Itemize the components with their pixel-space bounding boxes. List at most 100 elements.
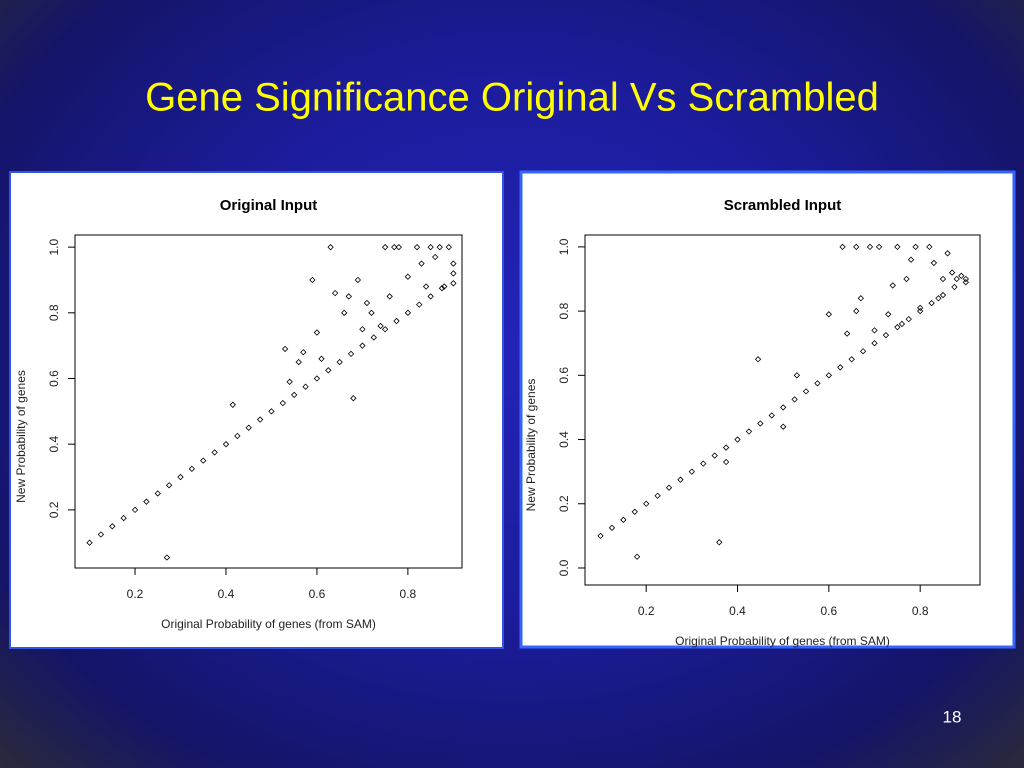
data-point bbox=[882, 332, 890, 339]
data-point bbox=[633, 553, 641, 560]
data-point bbox=[188, 465, 196, 472]
plot-frame bbox=[584, 234, 981, 586]
data-point bbox=[359, 342, 366, 349]
chart-title: Scrambled Input bbox=[724, 197, 842, 214]
data-point bbox=[391, 243, 398, 251]
x-tick-label: 0.2 bbox=[127, 587, 144, 601]
data-point bbox=[386, 293, 393, 300]
data-point bbox=[953, 275, 960, 283]
data-point bbox=[677, 476, 684, 483]
chart-panel bbox=[9, 171, 504, 649]
data-point bbox=[404, 273, 412, 280]
data-point bbox=[757, 420, 764, 427]
x-tick-label: 0.8 bbox=[912, 604, 929, 618]
data-point bbox=[948, 269, 956, 276]
data-point bbox=[222, 441, 230, 448]
data-point bbox=[325, 367, 332, 374]
data-point bbox=[302, 383, 309, 390]
data-point bbox=[853, 243, 860, 251]
data-point bbox=[866, 243, 874, 251]
data-point bbox=[825, 311, 833, 318]
data-point bbox=[345, 293, 352, 300]
data-point bbox=[814, 380, 821, 387]
plot-frame bbox=[74, 234, 463, 569]
data-point bbox=[768, 412, 775, 419]
x-tick-label: 0.4 bbox=[218, 587, 235, 601]
data-point bbox=[363, 299, 371, 307]
data-point bbox=[245, 424, 252, 431]
data-point bbox=[200, 457, 207, 464]
data-point bbox=[885, 311, 892, 318]
data-point bbox=[791, 396, 798, 403]
data-point bbox=[608, 524, 616, 532]
data-point bbox=[268, 408, 275, 415]
data-point bbox=[654, 492, 661, 499]
data-point bbox=[418, 260, 425, 267]
data-point bbox=[857, 295, 864, 302]
data-point bbox=[962, 279, 970, 286]
data-point bbox=[295, 358, 302, 366]
data-point bbox=[837, 364, 844, 371]
data-point bbox=[165, 482, 173, 489]
y-tick-label: 1.0 bbox=[47, 238, 61, 255]
data-point bbox=[917, 304, 924, 312]
y-tick-label: 1.0 bbox=[557, 238, 571, 255]
data-point bbox=[903, 275, 910, 283]
data-point bbox=[917, 307, 924, 315]
x-axis-label: Original Probability of genes (from SAM) bbox=[675, 634, 890, 648]
data-point bbox=[875, 243, 883, 251]
y-tick-label: 0.6 bbox=[47, 370, 61, 387]
data-point bbox=[871, 327, 878, 334]
data-point bbox=[935, 295, 942, 302]
data-point bbox=[381, 243, 389, 251]
data-point bbox=[120, 514, 127, 522]
data-point bbox=[370, 334, 377, 341]
x-axis-label: Original Probability of genes (from SAM) bbox=[161, 617, 376, 631]
y-tick-label: 0.0 bbox=[557, 559, 571, 576]
data-point bbox=[377, 322, 384, 330]
x-tick-label: 0.4 bbox=[729, 604, 746, 618]
data-point bbox=[859, 348, 867, 355]
data-point bbox=[347, 350, 355, 358]
y-tick-label: 0.6 bbox=[557, 367, 571, 384]
chart-panel bbox=[519, 170, 1016, 649]
data-point bbox=[279, 399, 286, 407]
data-point bbox=[86, 539, 93, 546]
data-point bbox=[341, 309, 348, 316]
data-point bbox=[930, 259, 938, 267]
data-point bbox=[381, 326, 389, 333]
data-point bbox=[359, 326, 366, 333]
data-point bbox=[109, 523, 116, 530]
data-point bbox=[898, 320, 906, 328]
y-tick-label: 0.8 bbox=[47, 304, 61, 321]
data-point bbox=[871, 340, 878, 347]
data-point bbox=[745, 428, 753, 435]
data-point bbox=[597, 532, 604, 540]
data-point bbox=[154, 490, 161, 497]
y-tick-label: 0.8 bbox=[557, 302, 571, 319]
data-point bbox=[404, 309, 412, 316]
data-point bbox=[368, 309, 375, 316]
data-point bbox=[131, 506, 139, 514]
data-point bbox=[780, 423, 787, 430]
y-tick-label: 0.2 bbox=[47, 501, 61, 518]
data-point bbox=[177, 473, 184, 481]
data-point bbox=[309, 276, 316, 284]
data-point bbox=[912, 243, 919, 251]
data-point bbox=[300, 349, 307, 356]
data-point bbox=[413, 243, 421, 251]
data-point bbox=[700, 460, 707, 467]
data-point bbox=[780, 404, 787, 411]
data-point bbox=[441, 283, 448, 290]
data-point bbox=[143, 498, 150, 505]
data-point bbox=[393, 317, 400, 325]
y-tick-label: 0.2 bbox=[557, 495, 571, 512]
data-point bbox=[450, 270, 457, 277]
x-tick-label: 0.6 bbox=[309, 587, 326, 601]
data-point bbox=[427, 293, 434, 300]
data-point bbox=[643, 500, 650, 507]
data-point bbox=[734, 436, 741, 443]
x-tick-label: 0.8 bbox=[400, 587, 417, 601]
data-point bbox=[163, 554, 171, 561]
data-point bbox=[211, 449, 218, 456]
